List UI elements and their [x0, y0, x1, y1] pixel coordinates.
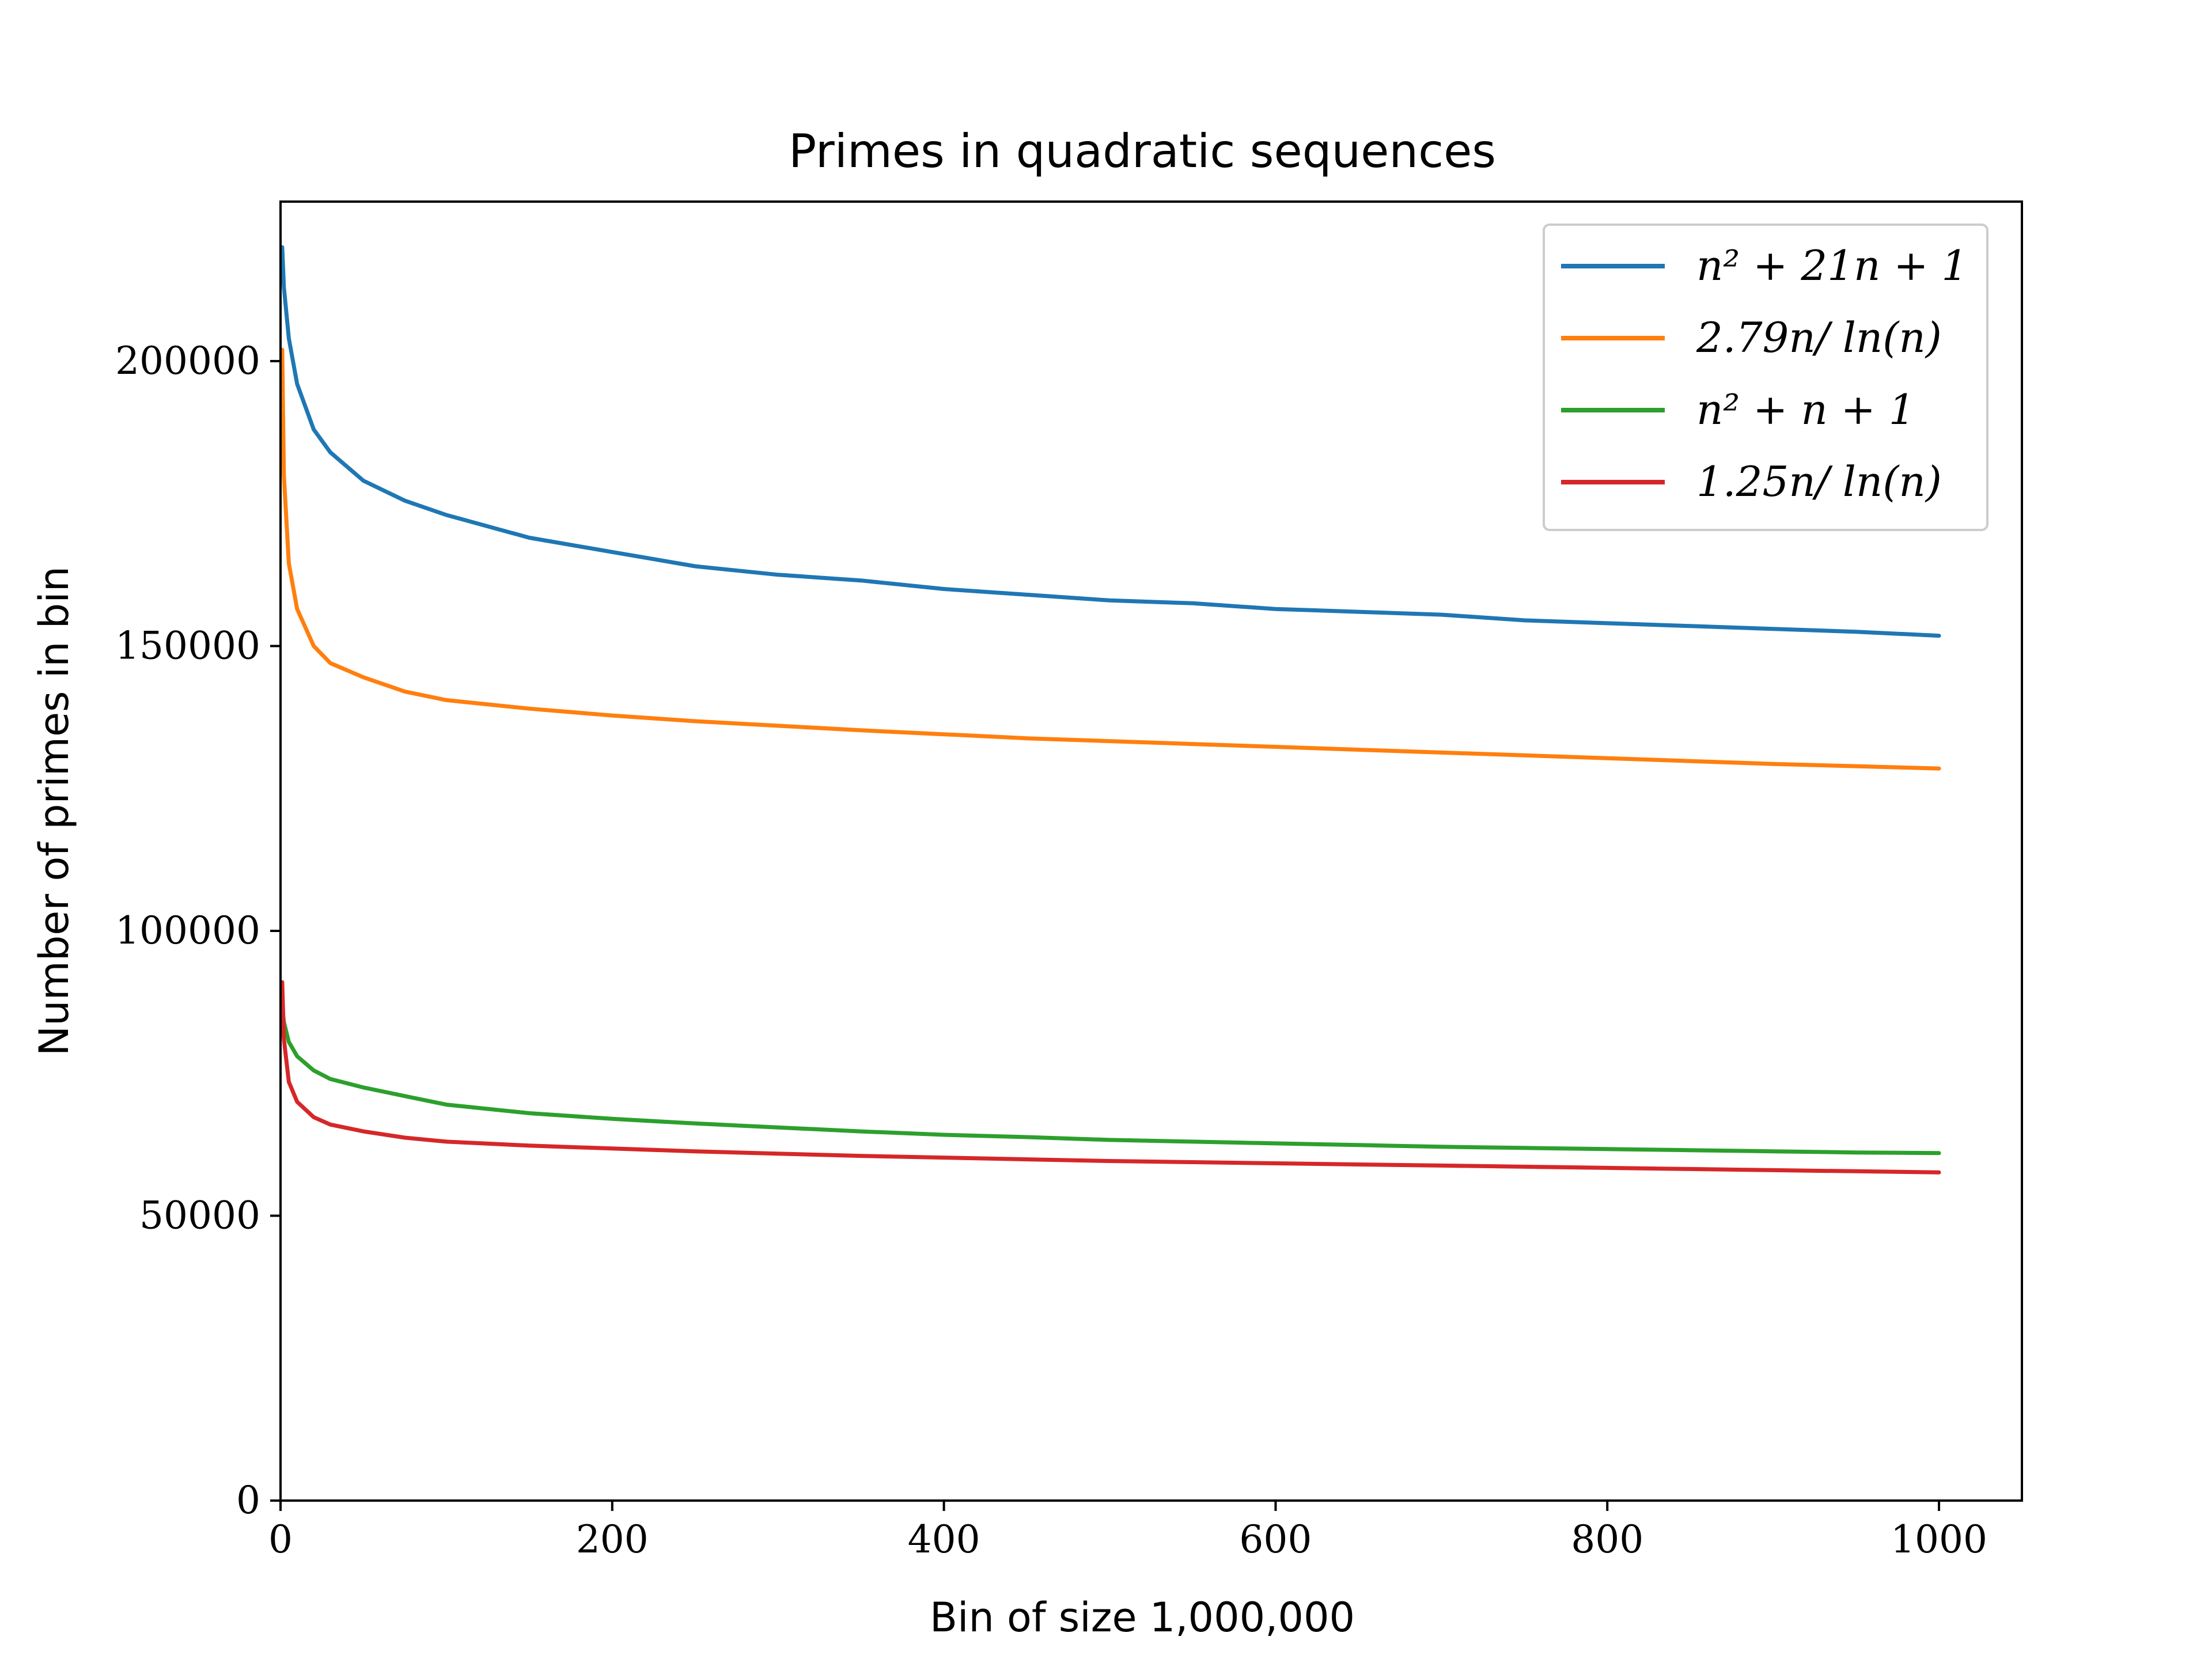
legend-label-3: n² + n + 1: [1696, 385, 1915, 434]
series-line-2: [281, 347, 1941, 771]
chart-title: Primes in quadratic sequences: [789, 124, 1496, 178]
axes: 0 200 400 600 800 1000 0 50000 100000 150000 20000…: [115, 200, 2023, 1562]
plot-area: [281, 245, 1941, 1175]
legend: n² + 21n + 1 2.79n/ ln(n) n² + n + 1 1.25n/…: [1543, 224, 1988, 531]
x-tick-label: 400: [908, 1517, 980, 1562]
y-tick-label: 200000: [115, 339, 260, 383]
plot-frame: [279, 200, 2023, 1502]
series-line-1: [281, 245, 1941, 638]
legend-box: [1543, 224, 1988, 531]
x-tick-label: 0: [268, 1517, 293, 1562]
series-line-3: [281, 1003, 1941, 1156]
y-tick-label: 50000: [139, 1193, 260, 1237]
legend-label-1: n² + 21n + 1: [1696, 241, 1968, 290]
x-tick-label: 800: [1571, 1517, 1643, 1562]
legend-label-4: 1.25n/ ln(n): [1696, 457, 1942, 506]
y-tick-label: 0: [236, 1478, 260, 1522]
x-axis-label: Bin of size 1,000,000: [930, 1594, 1355, 1641]
y-tick-label: 150000: [115, 623, 260, 668]
y-tick-label: 100000: [115, 908, 260, 953]
x-tick-label: 600: [1239, 1517, 1312, 1562]
x-tick-label: 1000: [1891, 1517, 1987, 1562]
legend-label-2: 2.79n/ ln(n): [1696, 313, 1942, 362]
series-line-4: [281, 980, 1941, 1175]
x-tick-label: 200: [576, 1517, 649, 1562]
y-axis-label: Number of primes in bin: [31, 566, 78, 1056]
